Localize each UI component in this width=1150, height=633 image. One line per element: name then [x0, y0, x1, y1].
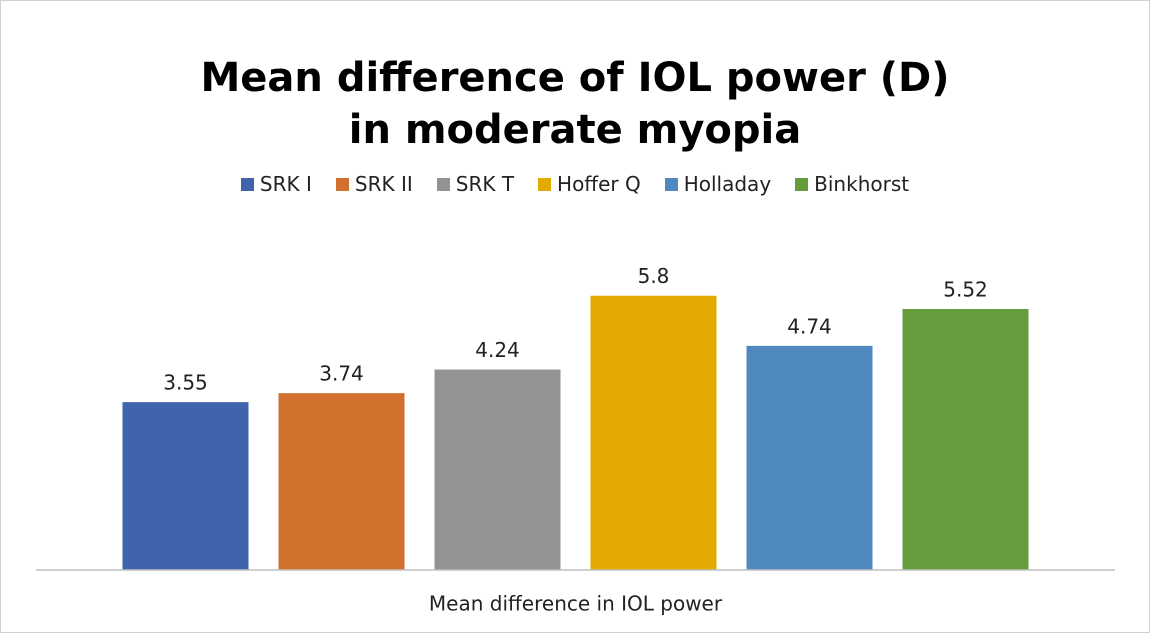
legend-label: SRK II — [354, 172, 413, 196]
bar — [746, 345, 873, 570]
legend-item: Binkhorst — [795, 172, 909, 196]
legend-swatch — [240, 177, 254, 191]
legend-label: Binkhorst — [814, 172, 910, 196]
x-tick-label: Mean difference in IOL power — [429, 592, 723, 616]
data-label: 4.24 — [475, 338, 520, 362]
legend-swatch — [795, 177, 809, 191]
legend-item: SRK I — [240, 172, 312, 196]
legend-swatch — [538, 177, 552, 191]
bar — [122, 402, 249, 570]
legend-item: SRK T — [436, 172, 515, 196]
bar — [902, 308, 1029, 570]
legend-item: Hoffer Q — [538, 172, 641, 196]
legend-swatch — [335, 177, 349, 191]
legend-label: Holladay — [683, 172, 772, 196]
legend-label: SRK T — [455, 172, 515, 196]
legend-label: SRK I — [259, 172, 312, 196]
data-label: 3.55 — [163, 371, 208, 395]
bar — [278, 393, 405, 570]
legend-label: Hoffer Q — [557, 172, 641, 196]
legend: SRK I SRK II SRK T Hoffer Q Holladay Binkhors… — [0, 172, 1150, 196]
legend-swatch — [436, 177, 450, 191]
chart-title: Mean difference of IOL power (D) in mode… — [200, 55, 950, 153]
legend-item: Holladay — [664, 172, 772, 196]
bar — [590, 295, 717, 570]
data-label: 4.74 — [787, 314, 832, 338]
bar — [434, 369, 561, 570]
legend-swatch — [664, 177, 678, 191]
data-label: 5.8 — [638, 264, 670, 288]
data-label: 3.74 — [319, 362, 364, 386]
legend-item: SRK II — [335, 172, 413, 196]
data-label: 5.52 — [943, 277, 988, 301]
